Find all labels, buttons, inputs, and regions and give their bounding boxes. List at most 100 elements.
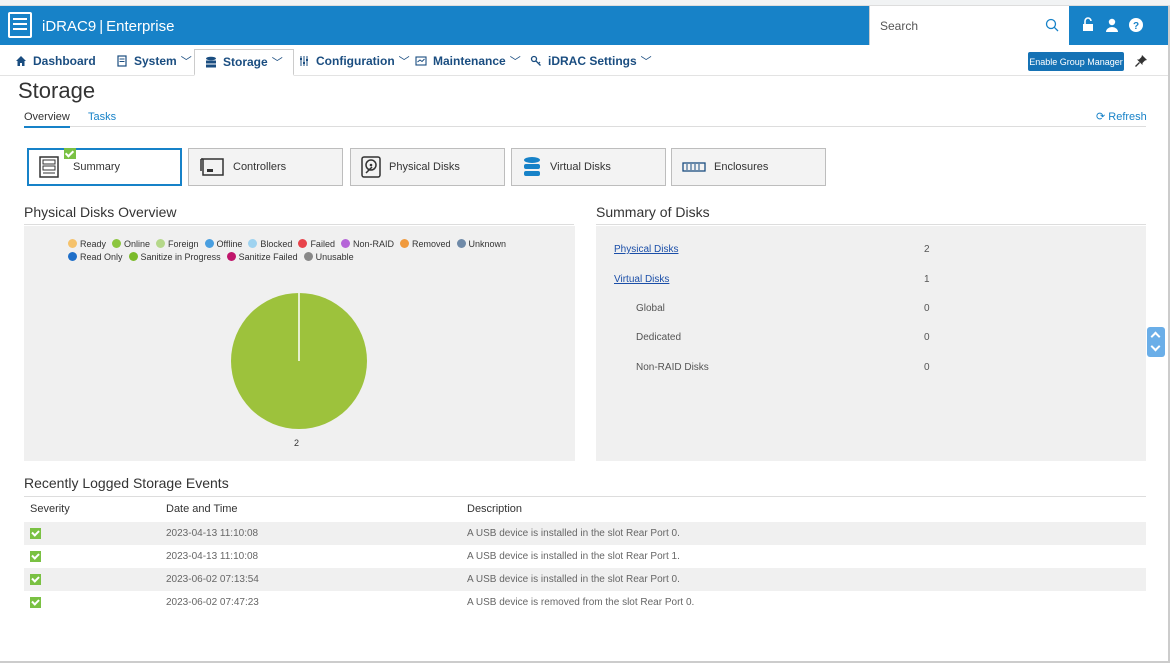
chevron-down-icon[interactable]: [1150, 341, 1161, 352]
disk-status-pie-chart: [231, 293, 367, 429]
chevron-down-icon: ﹀: [271, 57, 283, 69]
nav-idrac-settings-label: iDRAC Settings: [548, 53, 637, 68]
chevron-down-icon: ﹀: [640, 55, 652, 68]
header-severity[interactable]: Severity: [30, 503, 70, 515]
summary-row-virtual-disks: Virtual Disks: [614, 274, 669, 285]
legend-label: Offline: [216, 239, 243, 249]
chart-legend: Ready Online Foreign Offline Blocked Failed No…: [68, 238, 548, 264]
key-icon: [530, 55, 541, 66]
tab-tasks[interactable]: Tasks: [88, 111, 117, 123]
event-date: 2023-04-13 11:10:08: [166, 528, 259, 539]
physical-disks-link[interactable]: Physical Disks: [614, 244, 679, 255]
category-physical-disks-label: Physical Disks: [389, 161, 460, 173]
tab-overview[interactable]: Overview: [24, 111, 70, 128]
legend-item: Blocked: [248, 238, 292, 251]
nav-dashboard-label: Dashboard: [33, 53, 96, 68]
unlock-icon[interactable]: [1080, 17, 1096, 33]
nav-maintenance-label: Maintenance: [433, 53, 506, 68]
virtual-disks-link[interactable]: Virtual Disks: [614, 274, 670, 285]
category-controllers-button[interactable]: Controllers: [188, 148, 343, 186]
event-date: 2023-06-02 07:47:23: [166, 597, 259, 608]
legend-label: Sanitize Failed: [238, 252, 298, 262]
physical-disks-overview-title: Physical Disks Overview: [24, 204, 576, 225]
legend-item: Unusable: [303, 251, 354, 264]
window-border: [0, 661, 1170, 663]
legend-item: Unknown: [456, 238, 506, 251]
category-summary-button[interactable]: Summary: [27, 148, 182, 186]
server-icon: [117, 54, 127, 67]
legend-item: Removed: [399, 238, 451, 251]
severity-ok-icon: [30, 597, 41, 611]
legend-label: Ready: [80, 239, 107, 249]
legend-dot-icon: [456, 239, 466, 248]
nav-configuration-label: Configuration: [316, 53, 395, 68]
event-description: A USB device is installed in the slot Re…: [467, 528, 680, 539]
legend-dot-icon: [68, 252, 77, 261]
selected-check-icon: [64, 148, 76, 159]
category-virtual-disks-label: Virtual Disks: [550, 161, 611, 173]
chevron-up-icon[interactable]: [1150, 331, 1161, 342]
table-row: 2023-04-13 11:10:08 A USB device is inst…: [24, 522, 1146, 545]
chevron-down-icon: ﹀: [398, 55, 410, 68]
summary-of-disks-title: Summary of Disks: [596, 204, 1144, 225]
legend-dot-icon: [112, 239, 122, 248]
help-icon[interactable]: ?: [1128, 17, 1144, 33]
tab-bar: Overview Tasks: [24, 109, 1146, 128]
refresh-button[interactable]: ⟳ Refresh: [1096, 110, 1147, 123]
search-input[interactable]: [880, 16, 1040, 36]
summary-of-disks-panel: Physical Disks 2 Virtual Disks 1 Global …: [596, 226, 1146, 461]
legend-dot-icon: [156, 239, 166, 248]
nav-dashboard[interactable]: Dashboard: [15, 45, 96, 76]
nav-idrac-settings[interactable]: iDRAC Settings ﹀: [530, 45, 652, 76]
event-date: 2023-06-02 07:13:54: [166, 574, 259, 585]
summary-row-global: Global: [636, 303, 665, 314]
pin-icon[interactable]: [1134, 54, 1148, 68]
severity-ok-icon: [30, 574, 41, 588]
user-icon[interactable]: [1104, 17, 1120, 33]
category-physical-disks-button[interactable]: Physical Disks: [350, 148, 505, 186]
legend-item: Online: [112, 238, 150, 251]
legend-item: Ready: [68, 238, 106, 251]
legend-dot-icon: [204, 239, 214, 248]
nav-system[interactable]: System ﹀: [116, 45, 192, 76]
severity-ok-icon: [30, 551, 41, 565]
enable-group-manager-button[interactable]: Enable Group Manager: [1028, 52, 1124, 71]
legend-dot-icon: [303, 252, 313, 261]
svg-text:?: ?: [1133, 21, 1139, 32]
storage-events-table: Severity Date and Time Description 2023-…: [24, 496, 1146, 614]
legend-label: Non-RAID: [352, 239, 394, 249]
summary-icon: [39, 156, 59, 178]
legend-item: Read Only: [68, 251, 123, 264]
legend-dot-icon: [298, 239, 308, 248]
database-icon: [524, 157, 540, 176]
legend-dot-icon: [128, 252, 138, 261]
severity-ok-icon: [30, 528, 41, 542]
legend-label: Unusable: [315, 252, 354, 262]
header-date-time[interactable]: Date and Time: [166, 503, 238, 515]
legend-item: Offline: [204, 238, 243, 251]
legend-label: Sanitize in Progress: [140, 252, 221, 262]
table-header-row: Severity Date and Time Description: [24, 497, 1146, 522]
legend-item: Sanitize in Progress: [128, 251, 221, 264]
category-enclosures-button[interactable]: Enclosures: [671, 148, 826, 186]
legend-dot-icon: [399, 239, 409, 248]
search-icon[interactable]: [1045, 18, 1059, 32]
category-virtual-disks-button[interactable]: Virtual Disks: [511, 148, 666, 186]
header-description[interactable]: Description: [467, 503, 523, 515]
legend-item: Sanitize Failed: [226, 251, 298, 264]
legend-dot-icon: [68, 239, 77, 248]
physical-disks-count: 2: [924, 244, 930, 255]
window-border: [1168, 6, 1170, 663]
storage-events-title: Recently Logged Storage Events: [24, 475, 229, 491]
app-edition: Enterprise: [106, 18, 175, 35]
legend-dot-icon: [226, 252, 236, 261]
nav-storage[interactable]: Storage ﹀: [194, 49, 294, 76]
nav-configuration[interactable]: Configuration ﹀: [298, 45, 410, 76]
scroll-buttons[interactable]: [1147, 327, 1165, 357]
nav-maintenance[interactable]: Maintenance ﹀: [415, 45, 521, 76]
summary-row-physical-disks: Physical Disks: [614, 244, 678, 255]
pie-value-label: 2: [294, 438, 300, 448]
chevron-down-icon: ﹀: [180, 55, 192, 68]
idrac-logo-icon: [8, 12, 32, 38]
app-title: iDRAC9 | Enterprise: [42, 18, 175, 35]
